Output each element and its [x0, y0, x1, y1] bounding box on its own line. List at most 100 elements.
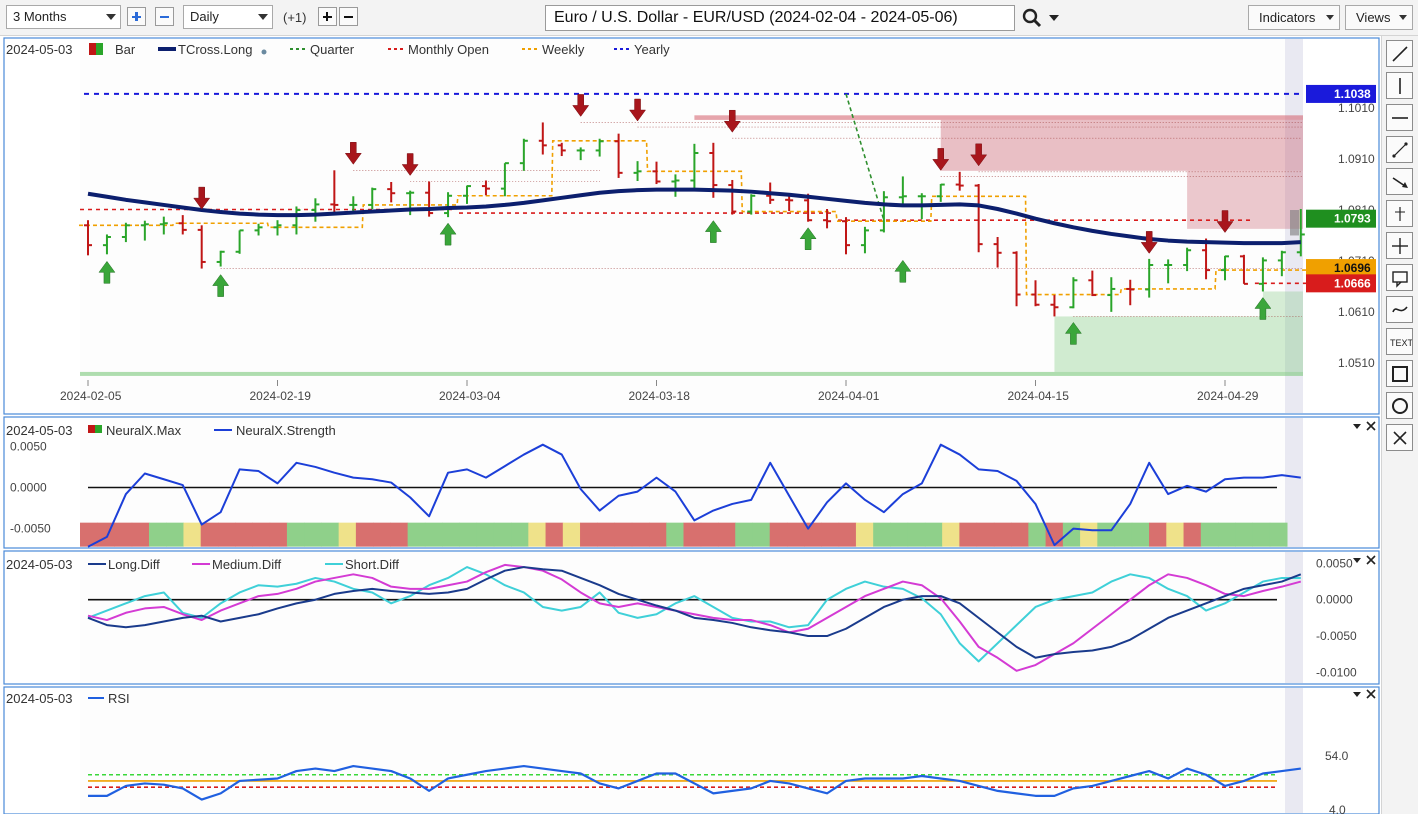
neuralx-max-block [217, 522, 236, 547]
views-button[interactable]: Views [1345, 5, 1413, 30]
neuralx-max-block [580, 522, 598, 547]
medium-diff-line [87, 563, 1302, 672]
panel-close-icon [1366, 555, 1376, 565]
zoom-in-button[interactable] [127, 7, 146, 26]
search-caret-icon[interactable] [1049, 15, 1059, 21]
legend-tcross: TCross.Long [178, 42, 252, 57]
x-tick-label: 2024-03-18 [629, 389, 691, 403]
ray-button[interactable] [1386, 168, 1413, 195]
neuralx-max-block [907, 522, 926, 547]
bar-legend-swatch [89, 43, 96, 55]
indicators-button[interactable]: Indicators [1248, 5, 1340, 30]
range-select[interactable]: 3 Months [6, 5, 121, 29]
neuralx-max-block [700, 522, 719, 547]
search-icon[interactable] [1022, 8, 1042, 28]
neuralx-max-block [752, 522, 771, 547]
neuralx-max-block [717, 522, 736, 547]
legend-bar: Bar [115, 42, 136, 57]
neuralx-max-block [769, 522, 788, 547]
legend-rsi: RSI [108, 691, 130, 706]
legend-weekly: Weekly [542, 42, 585, 57]
diff-y-tick: -0.0100 [1316, 665, 1357, 679]
curve-icon [1392, 306, 1408, 313]
interval-select-value: Daily [190, 9, 219, 24]
neuralx-max-block [855, 522, 874, 547]
buy-arrow-icon [704, 220, 722, 243]
neuralx-max-block [1114, 522, 1133, 547]
price-badge [1306, 84, 1376, 103]
buy-arrow-icon [1064, 322, 1082, 345]
short-diff-line [87, 566, 1301, 663]
neuralx-max-block [1097, 522, 1116, 547]
neuralx-max-block [131, 522, 150, 547]
chevron-down-icon [258, 14, 268, 20]
text-tool-label: TEXT [1390, 338, 1412, 348]
rsi-y-tick: 4.0 [1329, 803, 1346, 814]
buy-arrow-icon [439, 222, 457, 246]
price-badge-text: 1.0696 [1334, 261, 1371, 275]
scroll-shade [1285, 418, 1303, 547]
sell-arrow-icon [344, 142, 362, 165]
rsi-y-tick: 54.0 [1325, 749, 1349, 763]
x-tick-label: 2024-02-05 [60, 389, 122, 403]
neuralx-y-tick: 0.0000 [10, 480, 47, 494]
legend-diff: Medium.Diff [212, 557, 282, 572]
neuralx-date-label: 2024-05-03 [6, 423, 73, 438]
neuralx-max-block [545, 522, 564, 547]
close-tool-button[interactable] [1386, 424, 1413, 451]
support-zone [1054, 316, 1303, 372]
rsi-line [88, 764, 1301, 801]
vertical-line-button[interactable] [1386, 72, 1413, 99]
offset-minus-button[interactable] [339, 7, 358, 26]
neuralx-max-block [1183, 522, 1202, 547]
buy-arrow-icon [1254, 297, 1272, 320]
comment-button[interactable] [1386, 264, 1413, 291]
neuralx-max-block [148, 522, 167, 547]
crosshair-button[interactable] [1386, 232, 1413, 259]
neuralx-max-block [1269, 522, 1288, 547]
neuralx-strength-line [87, 443, 1301, 548]
trend-button[interactable] [1386, 136, 1413, 163]
neuralx-max-block [390, 522, 409, 547]
neuralx-max-block [873, 522, 891, 547]
horizontal-line-button[interactable] [1386, 104, 1413, 131]
views-button-label: Views [1356, 10, 1391, 25]
curve-button[interactable] [1386, 296, 1413, 323]
neuralx-max-block [821, 522, 840, 547]
indicators-button-label: Indicators [1259, 10, 1316, 25]
weekly-line [79, 139, 1310, 296]
price-y-tick: 1.0610 [1338, 305, 1375, 319]
channel-button[interactable] [1386, 200, 1413, 227]
chart-area[interactable]: 1.10101.09101.08101.07101.06101.05101.10… [0, 36, 1381, 814]
quarter-line [845, 93, 885, 221]
diff-y-tick: 0.0050 [1316, 556, 1353, 570]
tcross-long-line [87, 187, 1301, 246]
text-tool-button[interactable]: TEXT [1386, 328, 1413, 355]
neuralx-max-block [1166, 522, 1185, 547]
neuralx-max-block [666, 522, 684, 547]
legend-monthly: Monthly Open [408, 42, 489, 57]
panel-menu-icon [1353, 692, 1361, 697]
neuralx-max-block [890, 522, 909, 547]
rectangle-button[interactable] [1386, 360, 1413, 387]
neuralx-max-block [528, 522, 547, 547]
line-tool-button[interactable] [1386, 40, 1413, 67]
neuralx-max-block [1080, 522, 1098, 547]
interval-select[interactable]: Daily [183, 5, 273, 29]
x-tick-label: 2024-02-19 [250, 389, 312, 403]
panel-menu-icon [1353, 558, 1361, 563]
plot-area [80, 688, 1303, 813]
bar-legend-swatch [96, 43, 103, 55]
ray-icon [1392, 177, 1408, 188]
zoom-out-button[interactable] [155, 7, 174, 26]
neuralx-max-block [1028, 522, 1047, 547]
neuralx-max-block [1235, 522, 1254, 547]
neuralx-max-block [511, 522, 529, 547]
text-tool-icon: TEXT [1390, 338, 1412, 348]
symbol-title-input[interactable]: Euro / U.S. Dollar - EUR/USD (2024-02-04… [545, 5, 1015, 31]
ellipse-button[interactable] [1386, 392, 1413, 419]
vertical-line-icon [1399, 78, 1401, 94]
offset-plus-button[interactable] [318, 7, 337, 26]
neuralx-max-block [838, 522, 857, 547]
offset-label: (+1) [283, 10, 307, 25]
